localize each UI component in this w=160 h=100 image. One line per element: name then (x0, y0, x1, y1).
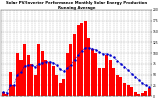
Bar (105, 55, 108, 96)
Bar (59, 83, 62, 96)
Bar (94, 53, 97, 96)
Bar (80, 23, 83, 96)
Bar (123, 83, 126, 96)
Bar (52, 66, 55, 96)
Bar (84, 21, 87, 96)
Bar (12, 85, 15, 96)
Bar (62, 79, 65, 96)
Bar (30, 64, 33, 96)
Bar (48, 62, 51, 96)
Bar (116, 75, 119, 96)
Bar (55, 75, 58, 96)
Bar (134, 92, 137, 96)
Bar (91, 49, 94, 96)
Bar (34, 75, 37, 96)
Bar (102, 68, 105, 96)
Bar (44, 60, 48, 96)
Bar (37, 44, 40, 96)
Bar (109, 60, 112, 96)
Bar (77, 25, 80, 96)
Bar (130, 88, 133, 96)
Bar (141, 93, 144, 96)
Bar (16, 53, 19, 96)
Bar (66, 53, 69, 96)
Bar (87, 38, 90, 96)
Title: Solar PV/Inverter Performance Monthly Solar Energy Production Running Average: Solar PV/Inverter Performance Monthly So… (6, 1, 147, 10)
Bar (9, 72, 12, 96)
Bar (127, 85, 130, 96)
Bar (148, 88, 151, 96)
Bar (98, 68, 101, 96)
Bar (144, 91, 147, 96)
Bar (27, 55, 30, 96)
Bar (69, 44, 72, 96)
Bar (2, 92, 5, 96)
Bar (119, 77, 122, 96)
Bar (41, 51, 44, 96)
Bar (20, 60, 23, 96)
Bar (137, 94, 140, 96)
Bar (73, 34, 76, 96)
Bar (23, 44, 26, 96)
Bar (112, 68, 115, 96)
Bar (5, 94, 8, 96)
